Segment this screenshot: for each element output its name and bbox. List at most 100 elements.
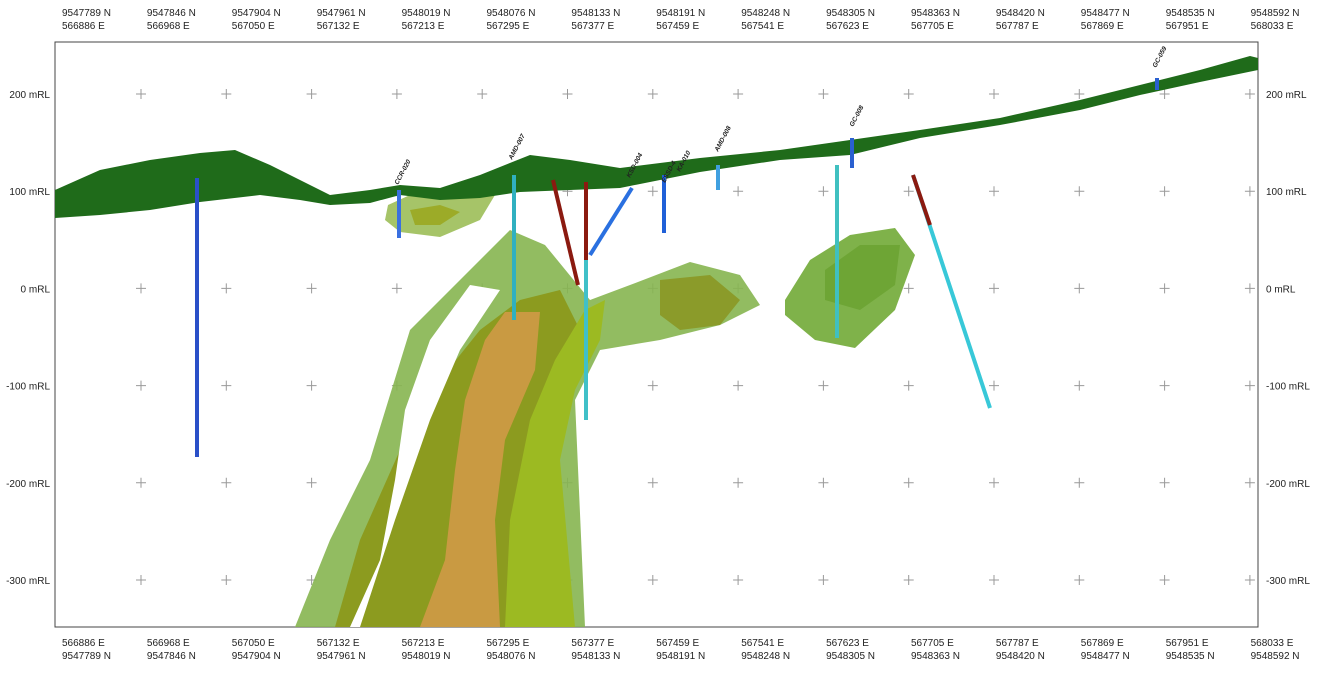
grid-cross bbox=[818, 89, 829, 99]
drillhole bbox=[911, 174, 932, 226]
bottom-coordinate: 567623 E bbox=[826, 638, 869, 649]
grid-cross bbox=[477, 89, 488, 99]
bottom-coordinate: 567377 E bbox=[571, 638, 614, 649]
top-coordinate: 9548248 N bbox=[741, 8, 790, 19]
grid-cross bbox=[903, 380, 914, 391]
drillholes bbox=[195, 78, 1159, 457]
top-coordinate: 9548133 N bbox=[571, 8, 620, 19]
left-elevation-label: 0 mRL bbox=[21, 284, 51, 295]
drillhole bbox=[551, 179, 580, 286]
grid-cross bbox=[1074, 575, 1085, 585]
right-elevation-label: -100 mRL bbox=[1266, 382, 1310, 393]
top-coordinate: 567623 E bbox=[826, 21, 869, 32]
grid-cross bbox=[1159, 380, 1170, 391]
grid-cross bbox=[391, 283, 402, 294]
bottom-coordinate: 567541 E bbox=[741, 638, 784, 649]
bottom-coordinate: 9547961 N bbox=[317, 651, 366, 662]
bottom-coordinate: 9548477 N bbox=[1081, 651, 1130, 662]
grid-cross bbox=[1074, 89, 1085, 99]
grid-cross bbox=[562, 89, 573, 99]
grid-cross bbox=[221, 89, 232, 99]
grid-cross bbox=[391, 89, 402, 99]
grid-cross bbox=[989, 89, 999, 99]
top-coordinate: 567541 E bbox=[741, 21, 784, 32]
top-coordinate: 567705 E bbox=[911, 21, 954, 32]
drillhole bbox=[588, 186, 634, 257]
grid-cross bbox=[1244, 477, 1255, 488]
grid-cross bbox=[1159, 477, 1170, 488]
right-elevation-label: -200 mRL bbox=[1266, 479, 1310, 490]
grid-cross bbox=[647, 477, 658, 488]
grid-cross bbox=[903, 477, 914, 488]
bottom-coordinate: 567869 E bbox=[1081, 638, 1124, 649]
grid-cross bbox=[136, 89, 146, 99]
right-elevation-label: -300 mRL bbox=[1266, 576, 1310, 587]
grid-cross bbox=[1074, 283, 1085, 294]
geology-bodies bbox=[55, 56, 1258, 627]
bottom-coordinate: 9548305 N bbox=[826, 651, 875, 662]
bottom-coordinate: 568033 E bbox=[1251, 638, 1294, 649]
right-elevation-label: 0 mRL bbox=[1266, 284, 1296, 295]
grid-cross bbox=[1159, 186, 1170, 197]
grid-cross bbox=[989, 477, 999, 488]
topography bbox=[55, 56, 1258, 218]
grid-cross bbox=[903, 283, 914, 294]
grid-cross bbox=[1074, 186, 1085, 197]
grid-cross bbox=[647, 575, 658, 585]
bottom-coordinate: 567459 E bbox=[656, 638, 699, 649]
yellow-body bbox=[505, 300, 605, 627]
grid-cross bbox=[647, 89, 658, 99]
grid-cross bbox=[903, 89, 914, 99]
grid-cross bbox=[733, 477, 744, 488]
bottom-coordinate: 9548076 N bbox=[487, 651, 536, 662]
left-elevation-label: 100 mRL bbox=[9, 187, 50, 198]
grid-cross bbox=[818, 186, 829, 197]
bottom-coordinate: 9548248 N bbox=[741, 651, 790, 662]
grid-cross bbox=[1244, 575, 1255, 585]
grid-cross bbox=[1159, 575, 1170, 585]
grid-cross bbox=[1244, 283, 1255, 294]
bottom-coordinate: 9548133 N bbox=[571, 651, 620, 662]
top-coordinate: 567050 E bbox=[232, 21, 275, 32]
bottom-coordinate: 9547846 N bbox=[147, 651, 196, 662]
grid-cross bbox=[989, 380, 999, 391]
left-elevation-label: -200 mRL bbox=[6, 479, 50, 490]
grid-cross bbox=[733, 186, 744, 197]
grid-cross bbox=[903, 186, 914, 197]
bottom-coordinate: 567050 E bbox=[232, 638, 275, 649]
right-elevation-label: 200 mRL bbox=[1266, 90, 1307, 101]
grid-cross bbox=[818, 380, 829, 391]
bottom-coordinate: 9548535 N bbox=[1166, 651, 1215, 662]
top-coordinate: 9548019 N bbox=[402, 8, 451, 19]
top-coordinate: 9548305 N bbox=[826, 8, 875, 19]
grid-cross bbox=[136, 380, 146, 391]
grid-cross bbox=[989, 283, 999, 294]
top-coordinate: 9548477 N bbox=[1081, 8, 1130, 19]
bottom-coordinate: 567787 E bbox=[996, 638, 1039, 649]
grid-cross bbox=[733, 89, 744, 99]
grid-cross bbox=[818, 575, 829, 585]
lens-east-core bbox=[825, 245, 900, 310]
top-coordinate: 9547789 N bbox=[62, 8, 111, 19]
top-coordinate: 9548420 N bbox=[996, 8, 1045, 19]
top-coordinate: 567132 E bbox=[317, 21, 360, 32]
top-coordinate: 566886 E bbox=[62, 21, 105, 32]
bottom-coordinate: 9548191 N bbox=[656, 651, 705, 662]
bottom-coordinate: 9548592 N bbox=[1251, 651, 1300, 662]
right-elevation-label: 100 mRL bbox=[1266, 187, 1307, 198]
bottom-coordinate: 566968 E bbox=[147, 638, 190, 649]
bottom-coordinate: 567213 E bbox=[402, 638, 445, 649]
core-1 bbox=[660, 275, 740, 330]
top-coordinate: 9548535 N bbox=[1166, 8, 1215, 19]
grid-cross bbox=[647, 186, 658, 197]
grid-cross bbox=[818, 477, 829, 488]
grid-cross bbox=[221, 380, 232, 391]
grid-cross bbox=[733, 380, 744, 391]
grid-cross bbox=[136, 575, 146, 585]
top-coordinate: 567787 E bbox=[996, 21, 1039, 32]
top-coordinate: 9548191 N bbox=[656, 8, 705, 19]
top-coordinate: 566968 E bbox=[147, 21, 190, 32]
top-coordinate: 567213 E bbox=[402, 21, 445, 32]
grid-cross bbox=[221, 283, 232, 294]
